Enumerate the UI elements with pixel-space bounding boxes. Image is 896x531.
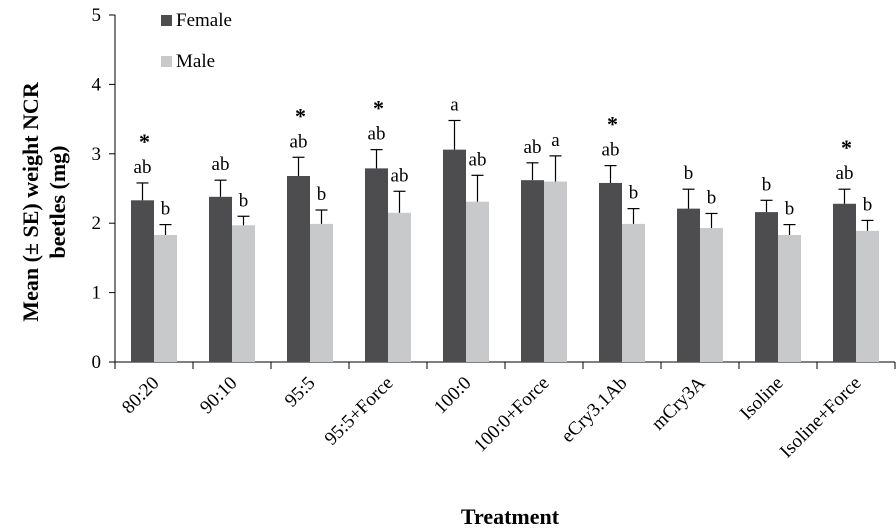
significance-letter: a: [551, 130, 560, 151]
significance-letter: b: [863, 194, 873, 215]
legend-label-male: Male: [176, 51, 215, 72]
legend-swatch-female: [161, 15, 172, 26]
significance-letter: b: [684, 163, 694, 184]
legend-label-female: Female: [176, 10, 232, 31]
significance-letter: b: [239, 190, 249, 211]
significance-letter: b: [317, 184, 327, 205]
female-bar: [521, 180, 544, 362]
significance-letter: b: [629, 183, 639, 204]
male-bar: [778, 234, 801, 362]
y-tick-label: 3: [92, 144, 102, 165]
category-label: Isoline: [736, 373, 787, 424]
category-label: 80:20: [118, 373, 163, 418]
significance-star: *: [607, 112, 618, 137]
female-bar: [287, 176, 310, 362]
significance-star: *: [295, 103, 306, 128]
y-tick-label: 1: [92, 283, 102, 304]
male-bar: [388, 212, 411, 362]
significance-star: *: [841, 135, 852, 160]
legend-swatch-male: [161, 56, 172, 67]
significance-star: *: [373, 96, 384, 121]
significance-letter: ab: [602, 140, 620, 161]
y-tick-label: 0: [92, 352, 102, 373]
significance-letter: ab: [524, 137, 542, 158]
significance-letter: ab: [368, 124, 386, 145]
y-axis-title-line-2: beetles (mg): [45, 145, 70, 258]
significance-letter: ab: [836, 163, 854, 184]
category-label: 90:10: [196, 373, 241, 418]
male-bar: [310, 223, 333, 362]
significance-letter: b: [785, 199, 795, 220]
significance-letter: b: [707, 187, 717, 208]
significance-letter: ab: [134, 157, 152, 178]
male-bar: [466, 201, 489, 362]
y-tick-label: 4: [92, 74, 102, 95]
male-bar: [622, 223, 645, 362]
significance-letter: ab: [469, 149, 487, 170]
category-label: eCry3.1Ab: [557, 373, 631, 447]
y-axis-title-line-1: Mean (± SE) weight NCR: [18, 81, 43, 322]
significance-letter: a: [450, 94, 459, 115]
female-bar: [833, 203, 856, 362]
female-bar: [755, 212, 778, 362]
male-bar: [154, 234, 177, 362]
significance-letter: b: [762, 174, 772, 195]
female-bar: [365, 168, 388, 362]
category-label: Isoline+Force: [776, 373, 866, 463]
male-bar: [856, 230, 879, 362]
y-tick-label: 2: [92, 213, 102, 234]
female-bar: [131, 200, 154, 362]
significance-star: *: [139, 129, 150, 154]
category-label: 100:0+Force: [470, 373, 554, 457]
significance-letter: ab: [290, 131, 308, 152]
male-bar: [700, 228, 723, 362]
female-bar: [677, 208, 700, 362]
category-label: 95:5+Force: [321, 373, 398, 450]
significance-letter: ab: [391, 165, 409, 186]
male-bar: [232, 225, 255, 362]
y-tick-label: 5: [92, 5, 102, 26]
significance-letter: ab: [212, 154, 230, 175]
category-label: 95:5: [281, 373, 320, 412]
category-label: 100:0: [430, 373, 475, 418]
female-bar: [443, 149, 466, 362]
male-bar: [544, 181, 567, 362]
y-axis-title: Mean (± SE) weight NCR beetles (mg): [18, 81, 70, 322]
category-label: mCry3A: [648, 372, 710, 434]
x-axis-title: Treatment: [461, 504, 560, 529]
female-bar: [209, 196, 232, 362]
significance-letter: b: [161, 199, 171, 220]
female-bar: [599, 182, 622, 362]
